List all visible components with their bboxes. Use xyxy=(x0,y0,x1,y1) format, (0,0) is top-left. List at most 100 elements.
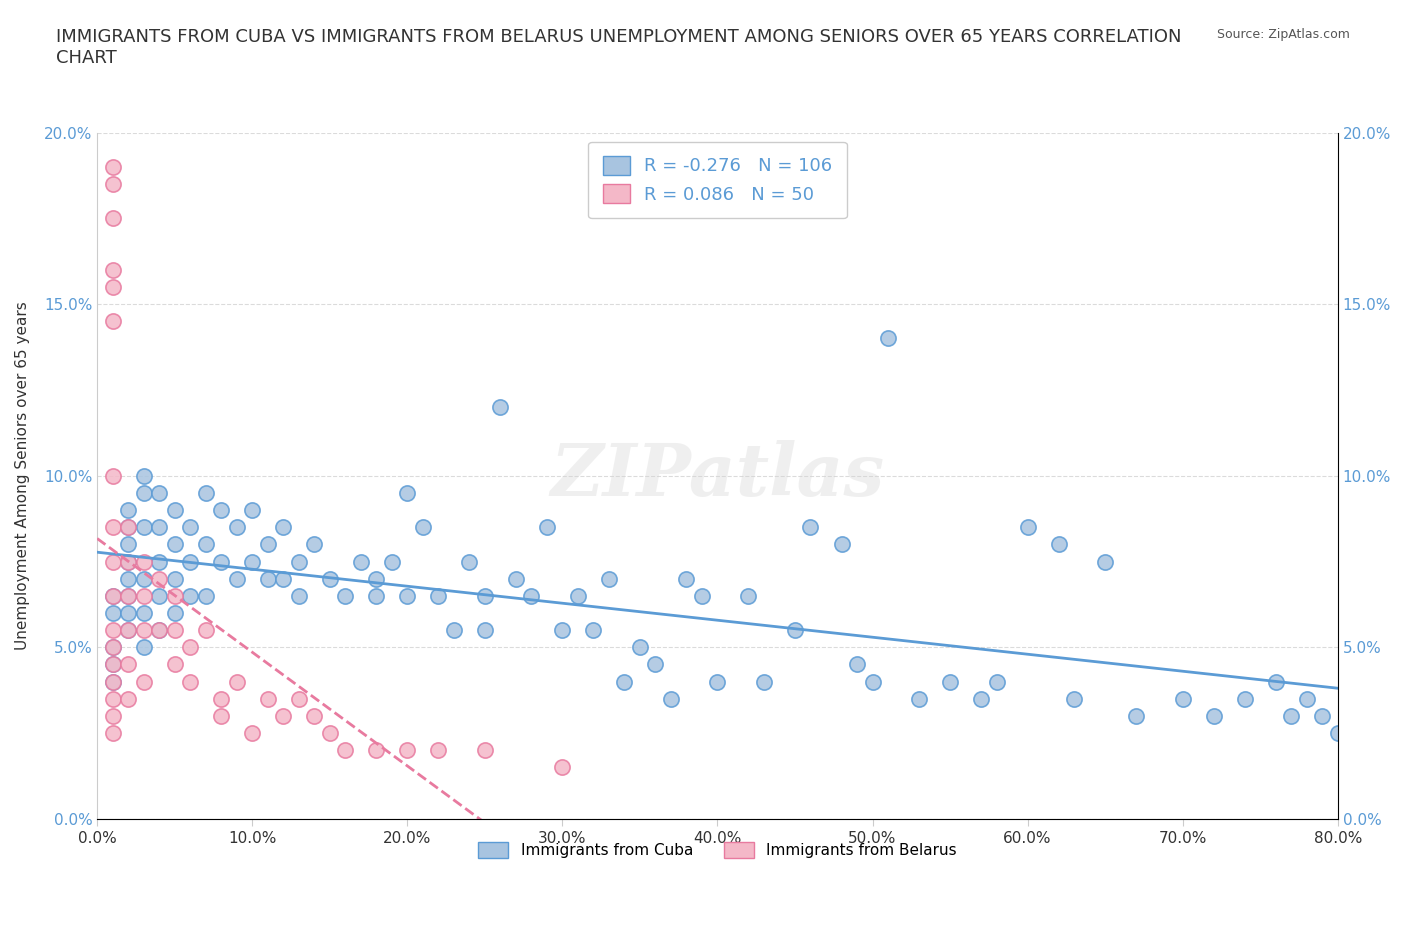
Point xyxy=(986,674,1008,689)
Point xyxy=(179,674,201,689)
Point xyxy=(737,589,759,604)
Point xyxy=(101,623,124,638)
Point xyxy=(690,589,713,604)
Point xyxy=(412,520,434,535)
Point xyxy=(101,177,124,192)
Point xyxy=(1374,709,1396,724)
Point xyxy=(1202,709,1225,724)
Point xyxy=(598,571,620,586)
Point xyxy=(335,743,357,758)
Point xyxy=(117,520,139,535)
Point xyxy=(366,571,388,586)
Point xyxy=(117,623,139,638)
Point xyxy=(256,537,278,551)
Point xyxy=(302,709,325,724)
Point xyxy=(101,554,124,569)
Point xyxy=(1279,709,1302,724)
Point xyxy=(132,554,155,569)
Point xyxy=(101,725,124,740)
Point xyxy=(132,605,155,620)
Point xyxy=(117,537,139,551)
Point xyxy=(551,760,574,775)
Point xyxy=(1310,709,1333,724)
Point xyxy=(101,709,124,724)
Point xyxy=(148,485,170,500)
Legend: Immigrants from Cuba, Immigrants from Belarus: Immigrants from Cuba, Immigrants from Be… xyxy=(470,835,965,866)
Y-axis label: Unemployment Among Seniors over 65 years: Unemployment Among Seniors over 65 years xyxy=(15,301,30,650)
Point xyxy=(163,657,186,671)
Point xyxy=(101,211,124,226)
Point xyxy=(209,554,232,569)
Point xyxy=(474,623,496,638)
Point xyxy=(148,554,170,569)
Point xyxy=(148,589,170,604)
Point xyxy=(1063,691,1085,706)
Point xyxy=(271,520,294,535)
Point xyxy=(319,571,342,586)
Point xyxy=(194,537,217,551)
Point xyxy=(148,623,170,638)
Point xyxy=(613,674,636,689)
Point xyxy=(505,571,527,586)
Point xyxy=(209,502,232,517)
Point xyxy=(101,159,124,174)
Point xyxy=(302,537,325,551)
Point xyxy=(117,589,139,604)
Point xyxy=(551,623,574,638)
Point xyxy=(256,691,278,706)
Point xyxy=(366,743,388,758)
Point xyxy=(271,709,294,724)
Point xyxy=(644,657,666,671)
Point xyxy=(209,709,232,724)
Point xyxy=(287,554,309,569)
Point xyxy=(101,589,124,604)
Point xyxy=(194,589,217,604)
Point xyxy=(287,589,309,604)
Point xyxy=(1233,691,1256,706)
Point xyxy=(132,469,155,484)
Point xyxy=(1125,709,1147,724)
Point xyxy=(458,554,481,569)
Point xyxy=(752,674,775,689)
Point xyxy=(101,262,124,277)
Point xyxy=(117,605,139,620)
Point xyxy=(1047,537,1070,551)
Point xyxy=(101,657,124,671)
Point xyxy=(117,554,139,569)
Point xyxy=(706,674,728,689)
Point xyxy=(396,485,419,500)
Point xyxy=(148,571,170,586)
Point xyxy=(381,554,404,569)
Point xyxy=(1358,725,1381,740)
Point xyxy=(117,589,139,604)
Point xyxy=(101,640,124,655)
Point xyxy=(582,623,605,638)
Point xyxy=(101,314,124,329)
Point xyxy=(179,589,201,604)
Point xyxy=(489,400,512,415)
Point xyxy=(1017,520,1039,535)
Point xyxy=(209,691,232,706)
Point xyxy=(567,589,589,604)
Point xyxy=(163,502,186,517)
Point xyxy=(939,674,962,689)
Point xyxy=(396,589,419,604)
Point xyxy=(132,640,155,655)
Point xyxy=(101,589,124,604)
Point xyxy=(862,674,884,689)
Point xyxy=(148,623,170,638)
Point xyxy=(194,485,217,500)
Point xyxy=(396,743,419,758)
Point xyxy=(675,571,697,586)
Point xyxy=(225,674,247,689)
Point xyxy=(799,520,821,535)
Point xyxy=(225,520,247,535)
Point xyxy=(117,691,139,706)
Point xyxy=(132,589,155,604)
Point xyxy=(1405,709,1406,724)
Point xyxy=(101,657,124,671)
Point xyxy=(179,520,201,535)
Point xyxy=(350,554,373,569)
Point xyxy=(877,331,900,346)
Point xyxy=(659,691,682,706)
